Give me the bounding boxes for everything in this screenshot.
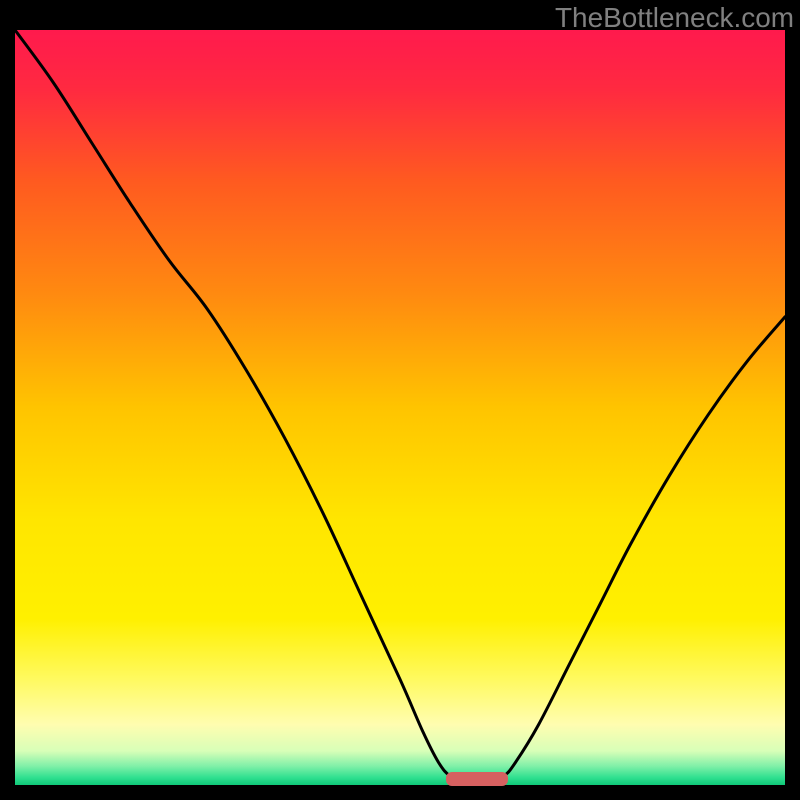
plot-area [15, 30, 785, 785]
curve-path [15, 30, 785, 779]
chart-container: TheBottleneck.com [0, 0, 800, 800]
bottleneck-curve [15, 30, 785, 785]
optimal-range-marker [446, 772, 508, 786]
